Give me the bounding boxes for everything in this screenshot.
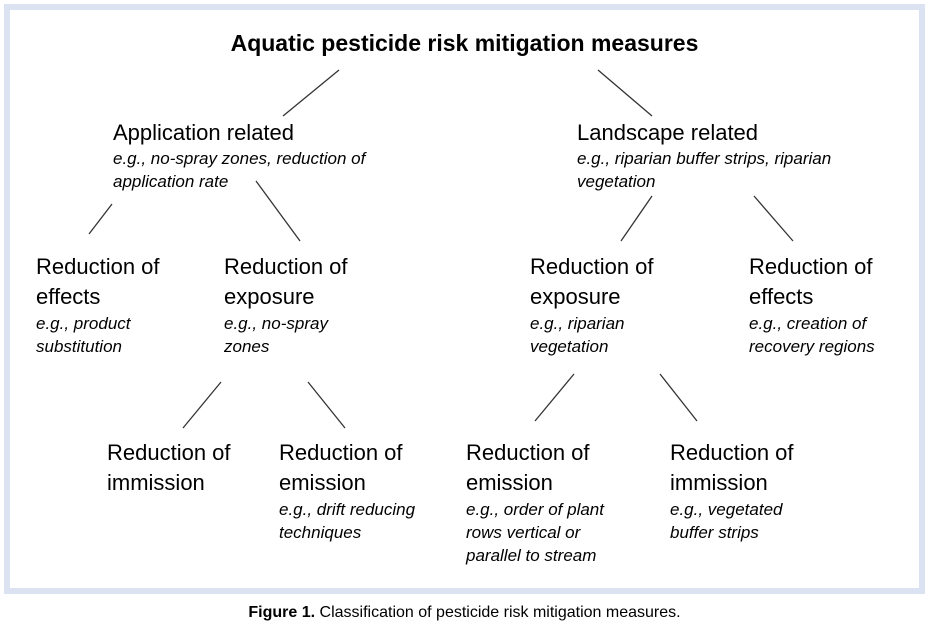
app-reduction-immission-node: Reduction of immission: [107, 438, 231, 498]
connector-land-exposure-immission: [659, 373, 698, 422]
connector-application-exposure: [255, 180, 301, 242]
land-reduction-immission-node: Reduction of immission e.g., vegetated b…: [670, 438, 794, 544]
example-line: vegetation: [577, 172, 656, 191]
application-related-heading: Application related: [113, 120, 295, 145]
node-example: recovery regions: [749, 337, 875, 356]
connector-landscape-exposure: [620, 195, 653, 242]
example-line: e.g., no-spray zones, reduction of: [113, 149, 366, 168]
connector-landscape-effects: [753, 195, 794, 242]
node-example: e.g., no-spray: [224, 314, 328, 333]
node-heading: Reduction of: [36, 254, 160, 279]
connector-app-exposure-immission: [182, 381, 222, 429]
landscape-related-heading: Landscape related: [577, 120, 759, 145]
node-heading: Reduction of: [530, 254, 654, 279]
node-example: e.g., product: [36, 314, 131, 333]
node-example: techniques: [279, 523, 362, 542]
node-example: vegetation: [530, 337, 609, 356]
node-heading: exposure: [530, 284, 621, 309]
landscape-related-example: e.g., riparian buffer strips, riparian v…: [577, 147, 831, 193]
connector-title-landscape: [597, 69, 653, 117]
node-heading: Reduction of: [279, 440, 403, 465]
node-example: substitution: [36, 337, 122, 356]
node-example: zones: [224, 337, 270, 356]
node-heading: effects: [36, 284, 101, 309]
node-heading: exposure: [224, 284, 315, 309]
node-example: parallel to stream: [466, 546, 597, 565]
diagram-title: Aquatic pesticide risk mitigation measur…: [230, 30, 699, 56]
land-reduction-exposure-node: Reduction of exposure e.g., riparian veg…: [530, 252, 654, 358]
application-related-example: e.g., no-spray zones, reduction of appli…: [113, 147, 365, 193]
example-line: e.g., riparian buffer strips, riparian: [577, 149, 832, 168]
figure-caption: Figure 1. Classification of pesticide ri…: [0, 604, 929, 622]
example-line: application rate: [113, 172, 229, 191]
node-example: e.g., vegetated: [670, 500, 783, 519]
connector-app-exposure-emission: [307, 381, 346, 429]
node-heading: immission: [107, 470, 205, 495]
node-example: e.g., riparian: [530, 314, 625, 333]
node-example: e.g., order of plant: [466, 500, 604, 519]
connector-application-effects: [88, 203, 113, 235]
node-heading: Reduction of: [670, 440, 794, 465]
node-heading: Reduction of: [107, 440, 231, 465]
connector-land-exposure-emission: [534, 373, 575, 422]
node-example: e.g., drift reducing: [279, 500, 416, 519]
node-heading: emission: [279, 470, 366, 495]
node-example: buffer strips: [670, 523, 759, 542]
node-heading: effects: [749, 284, 814, 309]
node-example: e.g., creation of: [749, 314, 867, 333]
node-heading: Reduction of: [224, 254, 348, 279]
figure-frame: [4, 4, 925, 594]
app-reduction-effects-node: Reduction of effects e.g., product subst…: [36, 252, 160, 358]
node-heading: Reduction of: [749, 254, 873, 279]
node-heading: Reduction of: [466, 440, 590, 465]
land-reduction-effects-node: Reduction of effects e.g., creation of r…: [749, 252, 875, 358]
app-reduction-emission-node: Reduction of emission e.g., drift reduci…: [279, 438, 415, 544]
node-example: rows vertical or: [466, 523, 581, 542]
caption-text: Classification of pesticide risk mitigat…: [319, 604, 681, 621]
caption-label: Figure 1.: [248, 604, 316, 621]
app-reduction-exposure-node: Reduction of exposure e.g., no-spray zon…: [224, 252, 348, 358]
node-heading: immission: [670, 470, 768, 495]
node-heading: emission: [466, 470, 553, 495]
land-reduction-emission-node: Reduction of emission e.g., order of pla…: [466, 438, 604, 567]
connector-title-application: [282, 69, 340, 117]
